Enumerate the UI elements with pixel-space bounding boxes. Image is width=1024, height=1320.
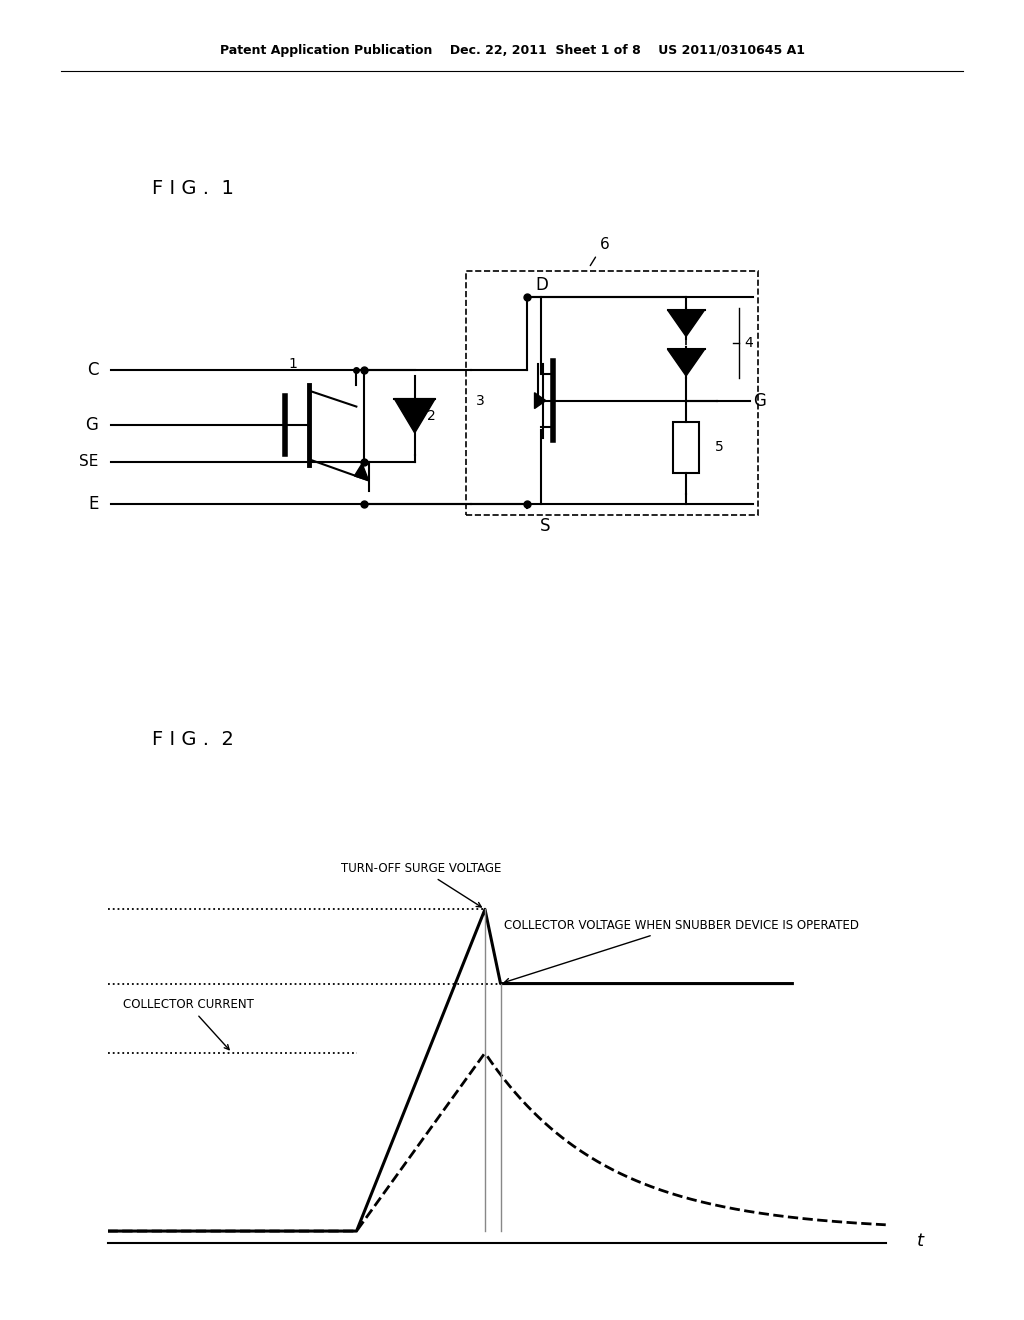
Text: D: D <box>536 276 549 294</box>
Text: TURN-OFF SURGE VOLTAGE: TURN-OFF SURGE VOLTAGE <box>341 862 502 907</box>
Text: F I G .  1: F I G . 1 <box>152 180 233 198</box>
Text: 6: 6 <box>600 238 610 252</box>
Text: COLLECTOR VOLTAGE WHEN SNUBBER DEVICE IS OPERATED: COLLECTOR VOLTAGE WHEN SNUBBER DEVICE IS… <box>505 919 859 983</box>
Text: C: C <box>87 360 98 379</box>
Bar <box>674 421 699 473</box>
Bar <box>466 271 758 515</box>
Polygon shape <box>394 399 435 433</box>
Text: E: E <box>88 495 98 513</box>
Text: 3: 3 <box>475 393 484 408</box>
Text: t: t <box>916 1232 924 1250</box>
Text: G: G <box>753 392 766 409</box>
Text: 1: 1 <box>288 358 297 371</box>
Text: COLLECTOR CURRENT: COLLECTOR CURRENT <box>123 998 254 1049</box>
Text: 4: 4 <box>744 337 754 350</box>
Polygon shape <box>668 310 705 337</box>
Text: Patent Application Publication    Dec. 22, 2011  Sheet 1 of 8    US 2011/0310645: Patent Application Publication Dec. 22, … <box>219 44 805 57</box>
Text: 5: 5 <box>715 440 724 454</box>
Text: SE: SE <box>79 454 98 470</box>
Text: S: S <box>540 517 550 536</box>
Polygon shape <box>354 463 369 480</box>
Text: 2: 2 <box>427 409 436 422</box>
Text: G: G <box>85 416 98 434</box>
Polygon shape <box>668 350 705 376</box>
Text: F I G .  2: F I G . 2 <box>152 730 233 748</box>
Polygon shape <box>535 393 546 409</box>
